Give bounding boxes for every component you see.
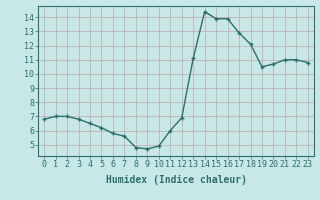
X-axis label: Humidex (Indice chaleur): Humidex (Indice chaleur) (106, 175, 246, 185)
